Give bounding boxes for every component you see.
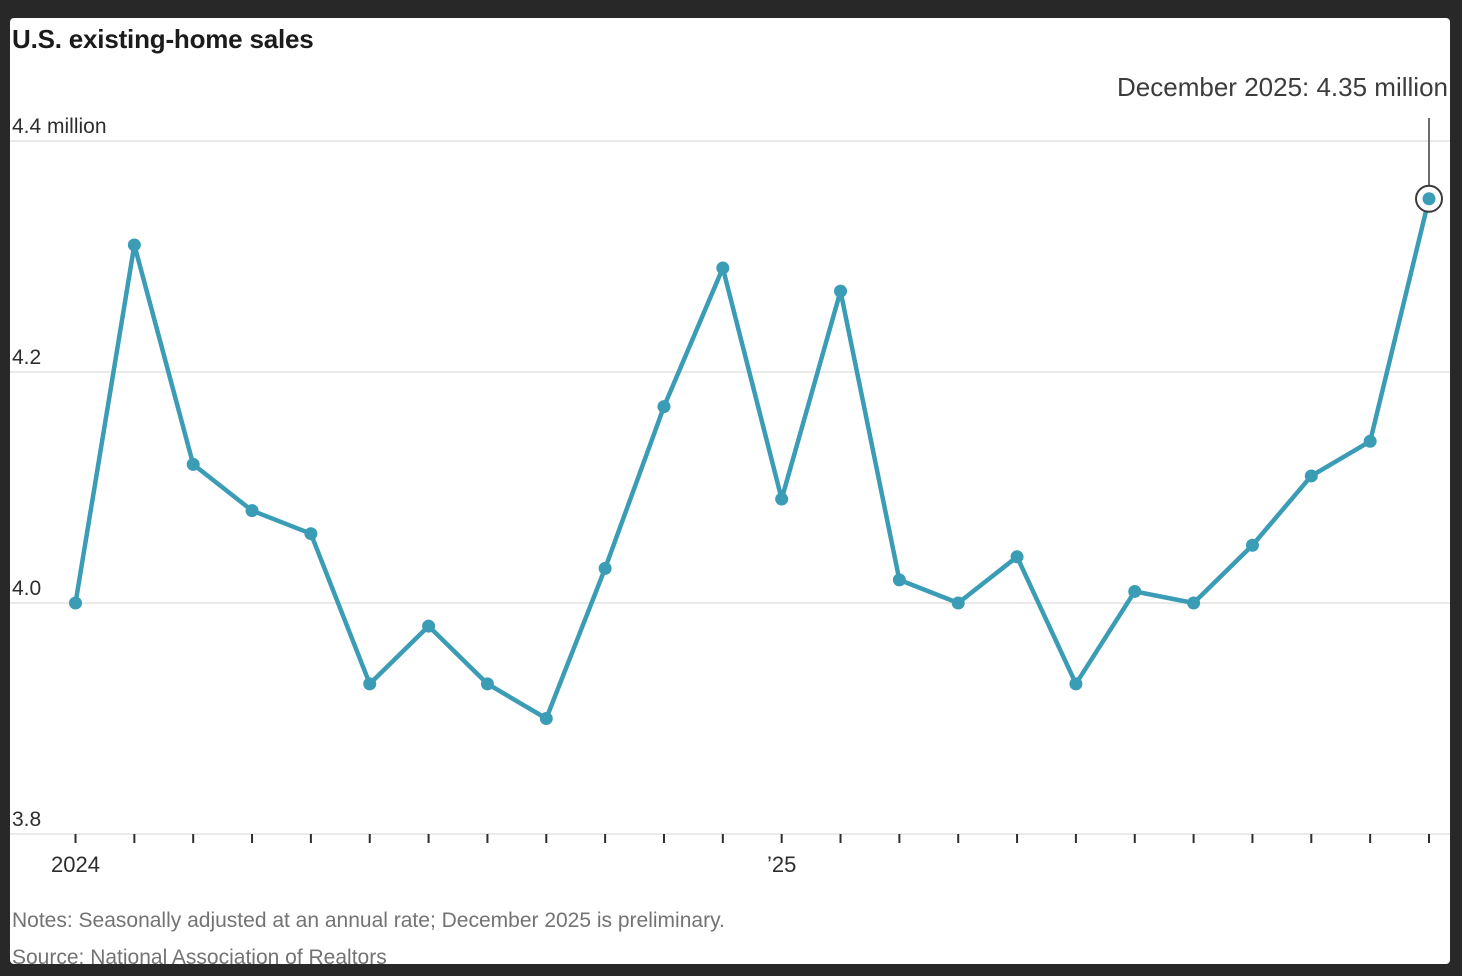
- data-point: [1128, 584, 1142, 598]
- data-point: [951, 596, 965, 610]
- chart-footer: Notes: Seasonally adjusted at an annual …: [12, 902, 725, 976]
- data-point: [304, 527, 318, 541]
- data-point: [1363, 434, 1377, 448]
- y-axis-label: 3.8: [12, 808, 41, 831]
- data-point: [1245, 538, 1259, 552]
- data-point: [127, 238, 141, 252]
- data-point: [245, 504, 259, 518]
- data-point: [1069, 677, 1083, 691]
- y-axis-label: 4.0: [12, 577, 41, 600]
- chart-card: 4.4 million 4.2 4.0 3.8 2024 ’25 U.S. existin…: [10, 18, 1450, 969]
- data-point: [1304, 469, 1318, 483]
- data-point: [539, 712, 553, 725]
- data-point: [69, 596, 82, 610]
- chart-source: Source: National Association of Realtors: [12, 946, 387, 969]
- data-point: [657, 400, 671, 414]
- chart-title: U.S. existing-home sales: [12, 24, 314, 54]
- data-point: [716, 261, 730, 275]
- data-point: [834, 284, 848, 298]
- data-point: [1010, 550, 1024, 564]
- data-point: [363, 677, 377, 691]
- data-point: [422, 619, 436, 633]
- sales-line: [73, 196, 1432, 721]
- y-axis-label: 4.2: [12, 346, 41, 369]
- data-point: [186, 457, 200, 471]
- data-point: [1187, 596, 1201, 610]
- line-chart: 4.4 million 4.2 4.0 3.8 2024 ’25: [10, 115, 1450, 877]
- data-point: [598, 561, 612, 575]
- annotation-label: December 2025: 4.35 million: [1117, 72, 1448, 102]
- x-axis-label: ’25: [767, 852, 796, 877]
- data-point: [480, 677, 494, 691]
- y-axis-label: 4.4 million: [12, 115, 107, 138]
- data-point: [892, 573, 906, 587]
- data-point: [1422, 192, 1436, 206]
- x-axis-label: 2024: [51, 852, 100, 877]
- data-point: [775, 492, 789, 506]
- chart-notes: Notes: Seasonally adjusted at an annual …: [12, 909, 725, 932]
